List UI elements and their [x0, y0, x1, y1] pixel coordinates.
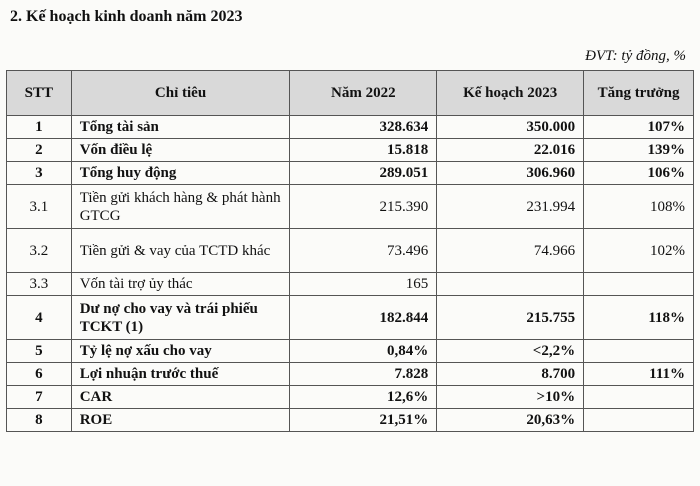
- table-row: 4 Dư nợ cho vay và trái phiếu TCKT (1) 182…: [6, 295, 694, 340]
- cell-stt: 1: [6, 115, 72, 139]
- cell-indicator: Tỷ lệ nợ xấu cho vay: [70, 339, 291, 363]
- cell-year-2022: 15.818: [289, 138, 438, 162]
- header-plan-2023: Kế hoạch 2023: [436, 70, 585, 116]
- cell-stt: 3: [6, 161, 72, 185]
- cell-indicator: Vốn điều lệ: [70, 138, 291, 162]
- cell-stt: 3.3: [6, 272, 72, 296]
- cell-indicator: Tiền gửi khách hàng & phát hành GTCG: [70, 184, 291, 229]
- header-stt: STT: [6, 70, 72, 116]
- cell-growth: 108%: [583, 184, 694, 229]
- cell-stt: 8: [6, 408, 72, 432]
- cell-indicator: Dư nợ cho vay và trái phiếu TCKT (1): [70, 295, 291, 340]
- cell-year-2022: 289.051: [289, 161, 438, 185]
- cell-plan-2023: [436, 272, 585, 296]
- cell-growth: [583, 339, 694, 363]
- cell-stt: 4: [6, 295, 72, 340]
- cell-year-2022: 0,84%: [289, 339, 438, 363]
- unit-note: ĐVT: tỷ đồng, %: [585, 48, 686, 64]
- table-body: 1 Tổng tài sản 328.634 350.000 107% 2 Vốn điều…: [6, 115, 694, 432]
- cell-plan-2023: 74.966: [436, 228, 585, 273]
- cell-year-2022: 215.390: [289, 184, 438, 229]
- cell-growth: 107%: [583, 115, 694, 139]
- cell-plan-2023: 306.960: [436, 161, 585, 185]
- cell-indicator: Vốn tài trợ ủy thác: [70, 272, 291, 296]
- cell-indicator: Lợi nhuận trước thuế: [70, 362, 291, 386]
- business-plan-table: STT Chỉ tiêu Năm 2022 Kế hoạch 2023 Tăng…: [6, 70, 694, 432]
- table-row: 2 Vốn điều lệ 15.818 22.016 139%: [6, 138, 694, 162]
- cell-stt: 6: [6, 362, 72, 386]
- cell-plan-2023: 215.755: [436, 295, 585, 340]
- cell-indicator: CAR: [70, 385, 291, 409]
- cell-plan-2023: 22.016: [436, 138, 585, 162]
- cell-stt: 3.2: [6, 228, 72, 273]
- cell-plan-2023: <2,2%: [436, 339, 585, 363]
- cell-growth: [583, 272, 694, 296]
- cell-year-2022: 7.828: [289, 362, 438, 386]
- cell-plan-2023: 231.994: [436, 184, 585, 229]
- cell-year-2022: 73.496: [289, 228, 438, 273]
- cell-plan-2023: 8.700: [436, 362, 585, 386]
- header-year-2022: Năm 2022: [289, 70, 438, 116]
- cell-growth: [583, 385, 694, 409]
- cell-stt: 2: [6, 138, 72, 162]
- cell-growth: 111%: [583, 362, 694, 386]
- table-row: 3.3 Vốn tài trợ ủy thác 165: [6, 272, 694, 296]
- section-heading: 2. Kế hoạch kinh doanh năm 2023: [10, 8, 243, 25]
- cell-indicator: Tổng huy động: [70, 161, 291, 185]
- cell-growth: 139%: [583, 138, 694, 162]
- header-indicator: Chỉ tiêu: [70, 70, 291, 116]
- cell-stt: 5: [6, 339, 72, 363]
- table-row: 5 Tỷ lệ nợ xấu cho vay 0,84% <2,2%: [6, 339, 694, 363]
- cell-year-2022: 182.844: [289, 295, 438, 340]
- cell-growth: 102%: [583, 228, 694, 273]
- cell-stt: 3.1: [6, 184, 72, 229]
- cell-stt: 7: [6, 385, 72, 409]
- table-row: 8 ROE 21,51% 20,63%: [6, 408, 694, 432]
- table-header-row: STT Chỉ tiêu Năm 2022 Kế hoạch 2023 Tăng…: [6, 70, 694, 116]
- cell-growth: 106%: [583, 161, 694, 185]
- cell-plan-2023: 20,63%: [436, 408, 585, 432]
- cell-year-2022: 21,51%: [289, 408, 438, 432]
- table-row: 3.2 Tiền gửi & vay của TCTD khác 73.496 74.…: [6, 228, 694, 273]
- table-row: 3.1 Tiền gửi khách hàng & phát hành GTCG 2…: [6, 184, 694, 229]
- cell-indicator: Tiền gửi & vay của TCTD khác: [70, 228, 291, 273]
- table-row: 6 Lợi nhuận trước thuế 7.828 8.700 111%: [6, 362, 694, 386]
- table-row: 1 Tổng tài sản 328.634 350.000 107%: [6, 115, 694, 139]
- cell-indicator: Tổng tài sản: [70, 115, 291, 139]
- cell-growth: 118%: [583, 295, 694, 340]
- cell-indicator: ROE: [70, 408, 291, 432]
- header-growth: Tăng trưởng: [583, 70, 694, 116]
- cell-year-2022: 12,6%: [289, 385, 438, 409]
- cell-year-2022: 328.634: [289, 115, 438, 139]
- cell-growth: [583, 408, 694, 432]
- table-row: 3 Tổng huy động 289.051 306.960 106%: [6, 161, 694, 185]
- cell-plan-2023: 350.000: [436, 115, 585, 139]
- cell-plan-2023: >10%: [436, 385, 585, 409]
- table-row: 7 CAR 12,6% >10%: [6, 385, 694, 409]
- cell-year-2022: 165: [289, 272, 438, 296]
